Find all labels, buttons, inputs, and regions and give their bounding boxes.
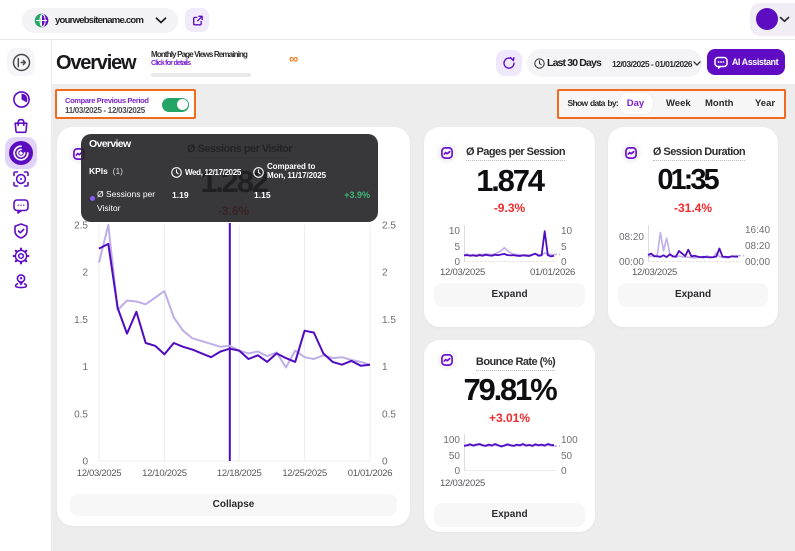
svg-text:0: 0 <box>454 257 460 268</box>
svg-text:0: 0 <box>82 457 88 468</box>
svg-text:16:40: 16:40 <box>745 225 770 236</box>
svg-text:0.5: 0.5 <box>382 409 396 420</box>
svg-text:2.5: 2.5 <box>382 221 396 232</box>
svg-text:1.5: 1.5 <box>382 315 396 326</box>
svg-text:100: 100 <box>443 435 460 446</box>
svg-text:0.5: 0.5 <box>74 409 88 420</box>
svg-text:12/10/2025: 12/10/2025 <box>142 468 187 479</box>
svg-text:0: 0 <box>454 466 460 477</box>
svg-text:2.5: 2.5 <box>74 221 88 232</box>
svg-text:08:20: 08:20 <box>745 241 770 252</box>
svg-text:50: 50 <box>449 451 461 462</box>
svg-text:00:00: 00:00 <box>745 257 770 268</box>
svg-text:1: 1 <box>382 362 388 373</box>
svg-text:10: 10 <box>449 226 461 237</box>
svg-text:1.5: 1.5 <box>74 315 88 326</box>
svg-text:12/18/2025: 12/18/2025 <box>217 468 262 479</box>
svg-text:00:00: 00:00 <box>619 257 644 268</box>
svg-text:2: 2 <box>382 268 388 279</box>
svg-text:5: 5 <box>454 242 460 253</box>
svg-text:2: 2 <box>82 268 88 279</box>
svg-text:5: 5 <box>561 242 567 253</box>
svg-text:100: 100 <box>561 435 578 446</box>
svg-text:0: 0 <box>561 466 567 477</box>
svg-text:0: 0 <box>561 257 567 268</box>
svg-text:0: 0 <box>382 457 388 468</box>
svg-text:10: 10 <box>561 226 573 237</box>
svg-text:01/01/2026: 01/01/2026 <box>348 468 393 479</box>
svg-text:50: 50 <box>561 451 573 462</box>
svg-text:08:20: 08:20 <box>619 232 644 243</box>
svg-text:12/03/2025: 12/03/2025 <box>77 468 122 479</box>
svg-text:12/25/2025: 12/25/2025 <box>282 468 327 479</box>
svg-text:1: 1 <box>82 362 88 373</box>
